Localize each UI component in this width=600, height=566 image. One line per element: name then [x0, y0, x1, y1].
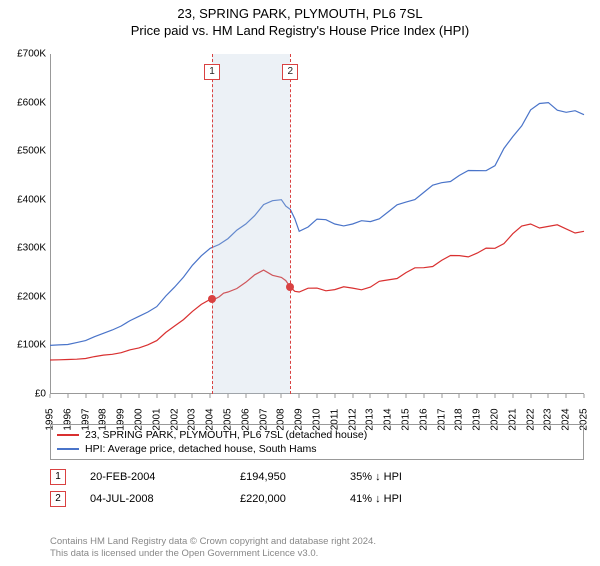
sale-price: £194,950 [240, 471, 350, 483]
footnote-line-1: Contains HM Land Registry data © Crown c… [50, 536, 580, 548]
sale-vs-hpi: 35% ↓ HPI [350, 471, 584, 483]
y-tick-label: £300K [17, 243, 46, 254]
sales-table: 1 20-FEB-2004£194,95035% ↓ HPI 2 04-JUL-200… [50, 466, 584, 510]
sale-vline [290, 54, 291, 394]
x-tick-mark [192, 394, 193, 398]
x-tick-mark [512, 394, 513, 398]
x-tick-mark [423, 394, 424, 398]
sale-dot [286, 283, 294, 291]
shaded-region [212, 54, 290, 394]
series-hpi [50, 103, 584, 346]
legend-item: 23, SPRING PARK, PLYMOUTH, PL6 7SL (deta… [57, 428, 577, 442]
x-tick-mark [317, 394, 318, 398]
title-line-2: Price paid vs. HM Land Registry's House … [0, 23, 600, 40]
sale-row: 2 04-JUL-2008£220,00041% ↓ HPI [50, 488, 584, 510]
x-tick-mark [50, 394, 51, 398]
x-tick-mark [566, 394, 567, 398]
legend-label: 23, SPRING PARK, PLYMOUTH, PL6 7SL (deta… [85, 429, 367, 441]
x-tick-mark [281, 394, 282, 398]
sale-marker-box: 2 [282, 64, 298, 80]
x-tick-mark [584, 394, 585, 398]
y-tick-label: £200K [17, 291, 46, 302]
x-tick-mark [370, 394, 371, 398]
x-tick-mark [228, 394, 229, 398]
x-tick-mark [263, 394, 264, 398]
x-tick-mark [121, 394, 122, 398]
sale-date: 20-FEB-2004 [90, 471, 240, 483]
sale-index-box: 2 [50, 491, 66, 507]
x-tick-mark [210, 394, 211, 398]
x-tick-mark [85, 394, 86, 398]
x-tick-mark [334, 394, 335, 398]
legend: 23, SPRING PARK, PLYMOUTH, PL6 7SL (deta… [50, 424, 584, 460]
x-tick-mark [388, 394, 389, 398]
x-tick-mark [67, 394, 68, 398]
y-tick-label: £600K [17, 97, 46, 108]
x-tick-mark [406, 394, 407, 398]
y-tick-label: £100K [17, 340, 46, 351]
legend-swatch [57, 434, 79, 436]
sale-vline [212, 54, 213, 394]
x-tick-mark [530, 394, 531, 398]
footnote-line-2: This data is licensed under the Open Gov… [50, 548, 580, 560]
y-tick-label: £0 [35, 389, 46, 400]
chart-title: 23, SPRING PARK, PLYMOUTH, PL6 7SL Price… [0, 6, 600, 40]
x-tick-mark [477, 394, 478, 398]
x-tick-mark [548, 394, 549, 398]
y-tick-label: £400K [17, 194, 46, 205]
x-tick-mark [299, 394, 300, 398]
y-tick-label: £700K [17, 49, 46, 60]
sale-price: £220,000 [240, 493, 350, 505]
sale-marker-box: 1 [204, 64, 220, 80]
chart-lines [50, 54, 584, 394]
x-tick-mark [156, 394, 157, 398]
x-tick-mark [459, 394, 460, 398]
legend-label: HPI: Average price, detached house, Sout… [85, 443, 317, 455]
sale-dot [208, 295, 216, 303]
x-tick-mark [174, 394, 175, 398]
y-tick-label: £500K [17, 146, 46, 157]
x-tick-mark [245, 394, 246, 398]
chart-area: £0£100K£200K£300K£400K£500K£600K£700K199… [50, 54, 584, 394]
x-tick-mark [441, 394, 442, 398]
sale-index-box: 1 [50, 469, 66, 485]
sale-date: 04-JUL-2008 [90, 493, 240, 505]
sale-row: 1 20-FEB-2004£194,95035% ↓ HPI [50, 466, 584, 488]
series-paid [50, 224, 584, 360]
x-tick-mark [139, 394, 140, 398]
x-tick-mark [103, 394, 104, 398]
x-tick-mark [352, 394, 353, 398]
legend-item: HPI: Average price, detached house, Sout… [57, 442, 577, 456]
legend-swatch [57, 448, 79, 450]
x-tick-mark [495, 394, 496, 398]
title-line-1: 23, SPRING PARK, PLYMOUTH, PL6 7SL [0, 6, 600, 23]
footnote: Contains HM Land Registry data © Crown c… [50, 536, 580, 560]
sale-vs-hpi: 41% ↓ HPI [350, 493, 584, 505]
